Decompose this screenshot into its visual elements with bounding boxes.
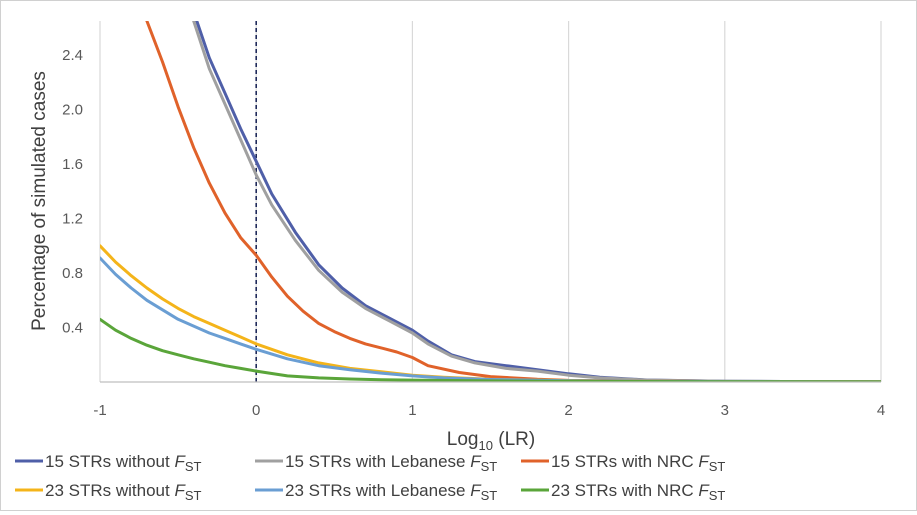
series-line-4	[100, 244, 881, 382]
series-line-6	[100, 317, 881, 382]
x-tick-label: 0	[252, 402, 260, 419]
series-layer	[100, 21, 881, 382]
y-tick-label: 2.0	[62, 102, 83, 119]
y-tick-label: 0.8	[62, 265, 83, 282]
x-tick-label: 2	[564, 402, 572, 419]
x-tick-label: -1	[93, 402, 106, 419]
legend: 15 STRs without FST 15 STRs with Lebanese…	[15, 452, 725, 503]
x-tick-label: 3	[721, 402, 729, 419]
x-axis-title: Log10 (LR)	[447, 429, 535, 453]
legend-label-3: 15 STRs with NRC FST	[551, 452, 725, 474]
y-tick-label: 1.6	[62, 156, 83, 173]
y-tick-labels: 0.4 0.8 1.2 1.6 2.0 2.4	[62, 47, 83, 336]
legend-label-1: 15 STRs without FST	[45, 452, 202, 474]
grid-lines	[99, 21, 882, 382]
x-tick-label: 4	[877, 402, 885, 419]
legend-label-6: 23 STRs with NRC FST	[551, 481, 725, 503]
x-tick-labels: -1 0 1 2 3 4	[93, 402, 885, 419]
y-tick-label: 2.4	[62, 47, 83, 64]
x-tick-label: 1	[408, 402, 416, 419]
y-axis-title: Percentage of simulated cases	[29, 71, 50, 331]
legend-label-2: 15 STRs with Lebanese FST	[285, 452, 497, 474]
legend-label-5: 23 STRs with Lebanese FST	[285, 481, 497, 503]
series-line-3	[145, 21, 881, 382]
series-line-2	[192, 21, 881, 382]
y-tick-label: 1.2	[62, 211, 83, 228]
series-line-1	[195, 21, 881, 382]
y-tick-label: 0.4	[62, 320, 83, 337]
legend-label-4: 23 STRs without FST	[45, 481, 202, 503]
